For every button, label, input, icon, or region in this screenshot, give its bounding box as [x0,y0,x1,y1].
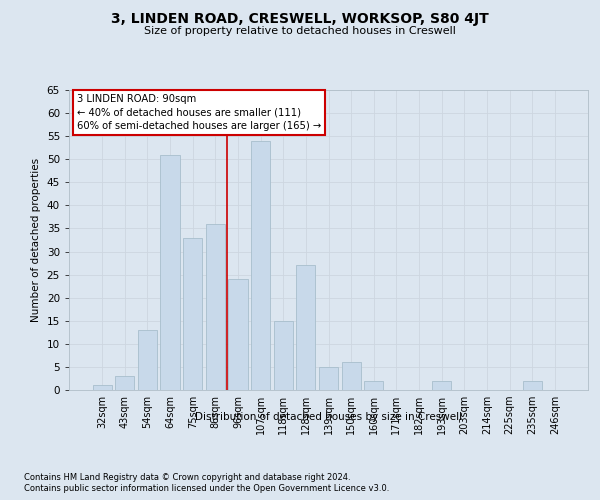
Bar [274,321,293,390]
Bar [319,367,338,390]
Bar [229,279,248,390]
Text: Contains public sector information licensed under the Open Government Licence v3: Contains public sector information licen… [24,484,389,493]
Text: 3 LINDEN ROAD: 90sqm
← 40% of detached houses are smaller (111)
60% of semi-deta: 3 LINDEN ROAD: 90sqm ← 40% of detached h… [77,94,321,131]
Bar [523,381,542,390]
Bar [296,266,316,390]
Y-axis label: Number of detached properties: Number of detached properties [31,158,41,322]
Bar [432,381,451,390]
Bar [92,386,112,390]
Text: Contains HM Land Registry data © Crown copyright and database right 2024.: Contains HM Land Registry data © Crown c… [24,472,350,482]
Bar [160,154,180,390]
Bar [251,141,270,390]
Bar [138,330,157,390]
Text: Distribution of detached houses by size in Creswell: Distribution of detached houses by size … [195,412,463,422]
Bar [183,238,202,390]
Bar [341,362,361,390]
Bar [364,381,383,390]
Text: 3, LINDEN ROAD, CRESWELL, WORKSOP, S80 4JT: 3, LINDEN ROAD, CRESWELL, WORKSOP, S80 4… [111,12,489,26]
Bar [206,224,225,390]
Bar [115,376,134,390]
Text: Size of property relative to detached houses in Creswell: Size of property relative to detached ho… [144,26,456,36]
